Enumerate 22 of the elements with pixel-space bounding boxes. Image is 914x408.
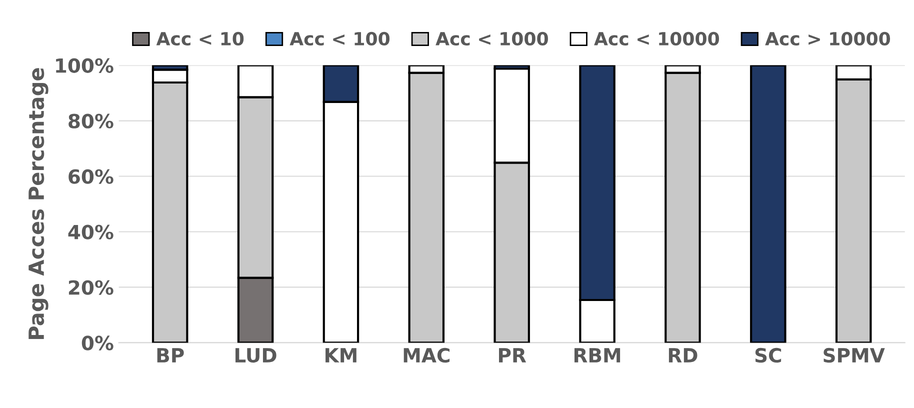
y-tick-label: 0%: [82, 336, 114, 350]
x-tick-label: LUD: [236, 348, 276, 363]
x-tick-label: SPMV: [824, 348, 885, 363]
legend-label: Acc < 1000: [436, 32, 548, 46]
x-tick-label: KM: [326, 348, 356, 362]
x-tick-label: PR: [499, 348, 526, 362]
y-tick-label: 100%: [56, 58, 114, 73]
y-tick-label: 80%: [68, 114, 114, 128]
x-tick-label: MAC: [404, 348, 450, 363]
x-tick-label: RD: [668, 348, 698, 362]
legend-label: Acc < 100: [290, 32, 390, 46]
y-tick-label: 40%: [68, 224, 114, 240]
y-axis-title: Page Acces Percentage: [28, 68, 48, 339]
y-tick-label: 20%: [68, 280, 114, 295]
x-tick-label: BP: [157, 348, 184, 362]
bar: [750, 65, 786, 343]
legend-label: Acc < 10000: [594, 32, 720, 46]
y-tick-label: 60%: [68, 169, 114, 184]
x-tick-label: RBM: [574, 348, 620, 362]
x-tick-label: SC: [755, 348, 782, 363]
legend-label: Acc > 10000: [765, 32, 890, 46]
legend-label: Acc < 10: [156, 32, 244, 46]
